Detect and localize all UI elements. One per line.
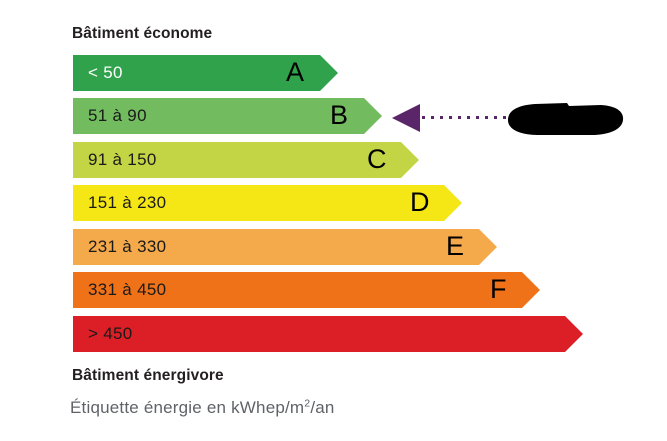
unit-exponent-text: 2 — [304, 397, 311, 410]
bar-range-label: < 50 — [88, 63, 123, 82]
bar-range-label: 51 à 90 — [88, 106, 147, 125]
bar-shape-f — [73, 272, 540, 308]
caption-energy-hungry-building: Bâtiment énergivore — [72, 367, 224, 384]
bar-shape-e — [73, 229, 497, 265]
caption-energy-unit: Étiquette énergie en kWhep/m2/an — [70, 398, 335, 418]
bar-range-label: 331 à 450 — [88, 280, 167, 299]
bar-shape-d — [73, 185, 462, 221]
energy-class-bar-d[interactable]: 151 à 230 D — [73, 185, 462, 221]
energy-class-bar-c[interactable]: 91 à 150 C — [73, 142, 419, 178]
energy-class-bar-g[interactable]: > 450 — [73, 316, 583, 352]
bar-range-label: 91 à 150 — [88, 150, 157, 169]
bar-letter-e: E — [446, 231, 465, 261]
bar-range-label: > 450 — [88, 324, 133, 343]
unit-prefix-text: Étiquette énergie en kWhep/m — [70, 398, 305, 417]
bar-shape-g — [73, 316, 583, 352]
unit-suffix-text: /an — [310, 398, 335, 417]
bar-range-label: 151 à 230 — [88, 193, 167, 212]
energy-class-bar-e[interactable]: 231 à 330 E — [73, 229, 497, 265]
bar-letter-d: D — [410, 187, 430, 217]
energy-class-bar-a[interactable]: < 50 A — [73, 55, 338, 91]
bar-range-label: 231 à 330 — [88, 237, 167, 256]
bar-shape-c — [73, 142, 419, 178]
bar-letter-f: F — [490, 274, 507, 304]
energy-class-bar-f[interactable]: 331 à 450 F — [73, 272, 540, 308]
bar-letter-b: B — [330, 100, 349, 130]
energy-class-bar-b[interactable]: 51 à 90 B — [73, 98, 382, 134]
bar-shape-b — [73, 98, 382, 134]
bar-shape-a — [73, 55, 338, 91]
bar-letter-a: A — [286, 57, 305, 87]
bar-letter-c: C — [367, 144, 387, 174]
caption-economical-building: Bâtiment économe — [72, 25, 213, 42]
